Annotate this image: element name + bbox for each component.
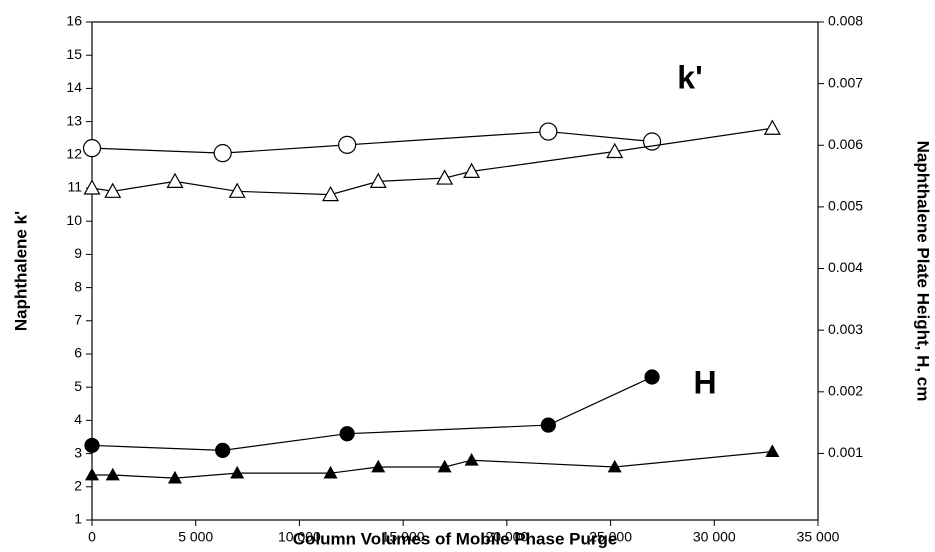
point (606, 142, 624, 159)
point (642, 132, 662, 151)
point (228, 182, 246, 198)
y-tick-label: 4 (74, 411, 82, 427)
point (83, 179, 101, 195)
point (464, 452, 479, 466)
y-tick-label: 10 (66, 212, 82, 228)
y-axis-label: Naphthalene k' (11, 211, 30, 331)
y-tick-label: 8 (74, 278, 82, 294)
y-tick-label: 5 (74, 378, 82, 394)
point (323, 465, 338, 479)
series-line (91, 376, 653, 451)
y2-tick-label: 0.006 (828, 136, 863, 152)
y2-tick-label: 0.005 (828, 198, 863, 214)
point (369, 172, 387, 188)
x-axis-label: Column Volumes of Mobile Phase Purge (293, 529, 618, 548)
y2-tick-label: 0.001 (828, 444, 863, 460)
x-tick-label: 5 000 (178, 529, 213, 545)
y2-tick-label: 0.002 (828, 383, 863, 399)
series-line (91, 130, 653, 154)
y-tick-label: 6 (74, 345, 82, 361)
point (322, 185, 340, 202)
point (215, 442, 231, 458)
point (437, 459, 452, 473)
y-tick-label: 14 (66, 79, 82, 95)
x-tick-label: 30 000 (693, 529, 736, 545)
point (763, 119, 781, 135)
point (371, 459, 386, 473)
point (463, 162, 481, 178)
x-tick-label: 35 000 (797, 529, 840, 545)
point (539, 122, 558, 141)
y-tick-label: 2 (74, 478, 82, 494)
y-tick-label: 1 (74, 511, 82, 527)
y-tick-label: 9 (74, 245, 82, 261)
y-tick-label: 3 (74, 444, 82, 460)
y2-tick-label: 0.003 (828, 321, 863, 337)
y-tick-label: 15 (66, 46, 82, 62)
plot-frame (91, 21, 819, 521)
point (338, 135, 357, 154)
y2-tick-label: 0.007 (828, 74, 863, 90)
point (167, 470, 182, 484)
point (166, 172, 184, 188)
y-tick-label: 7 (74, 312, 82, 328)
point (607, 459, 622, 473)
point (84, 467, 100, 481)
point (436, 169, 454, 185)
point (82, 139, 102, 158)
point (765, 444, 780, 457)
y2-tick-label: 0.008 (828, 13, 863, 29)
series-line (92, 450, 773, 479)
point (230, 465, 245, 479)
annotation: H (693, 364, 716, 400)
point (84, 437, 100, 454)
y-tick-label: 13 (66, 112, 82, 128)
point (105, 467, 120, 481)
x-tick-label: 25 000 (589, 529, 632, 545)
y-tick-label: 16 (66, 13, 82, 29)
point (213, 144, 232, 163)
point (644, 369, 660, 385)
annotation: k' (677, 59, 702, 95)
x-tick-label: 20 000 (485, 529, 528, 545)
y-tick-label: 11 (67, 179, 82, 195)
y2-axis-label: Naphthalene Plate Height, H, cm (914, 141, 933, 402)
x-tick-label: 0 (88, 529, 96, 545)
point (540, 417, 556, 433)
x-tick-label: 10 000 (278, 529, 321, 545)
y-tick-label: 12 (66, 146, 82, 162)
y2-tick-label: 0.004 (828, 259, 863, 275)
series-line (91, 127, 773, 196)
point (104, 182, 122, 198)
point (339, 426, 355, 442)
x-tick-label: 15 000 (382, 529, 425, 545)
